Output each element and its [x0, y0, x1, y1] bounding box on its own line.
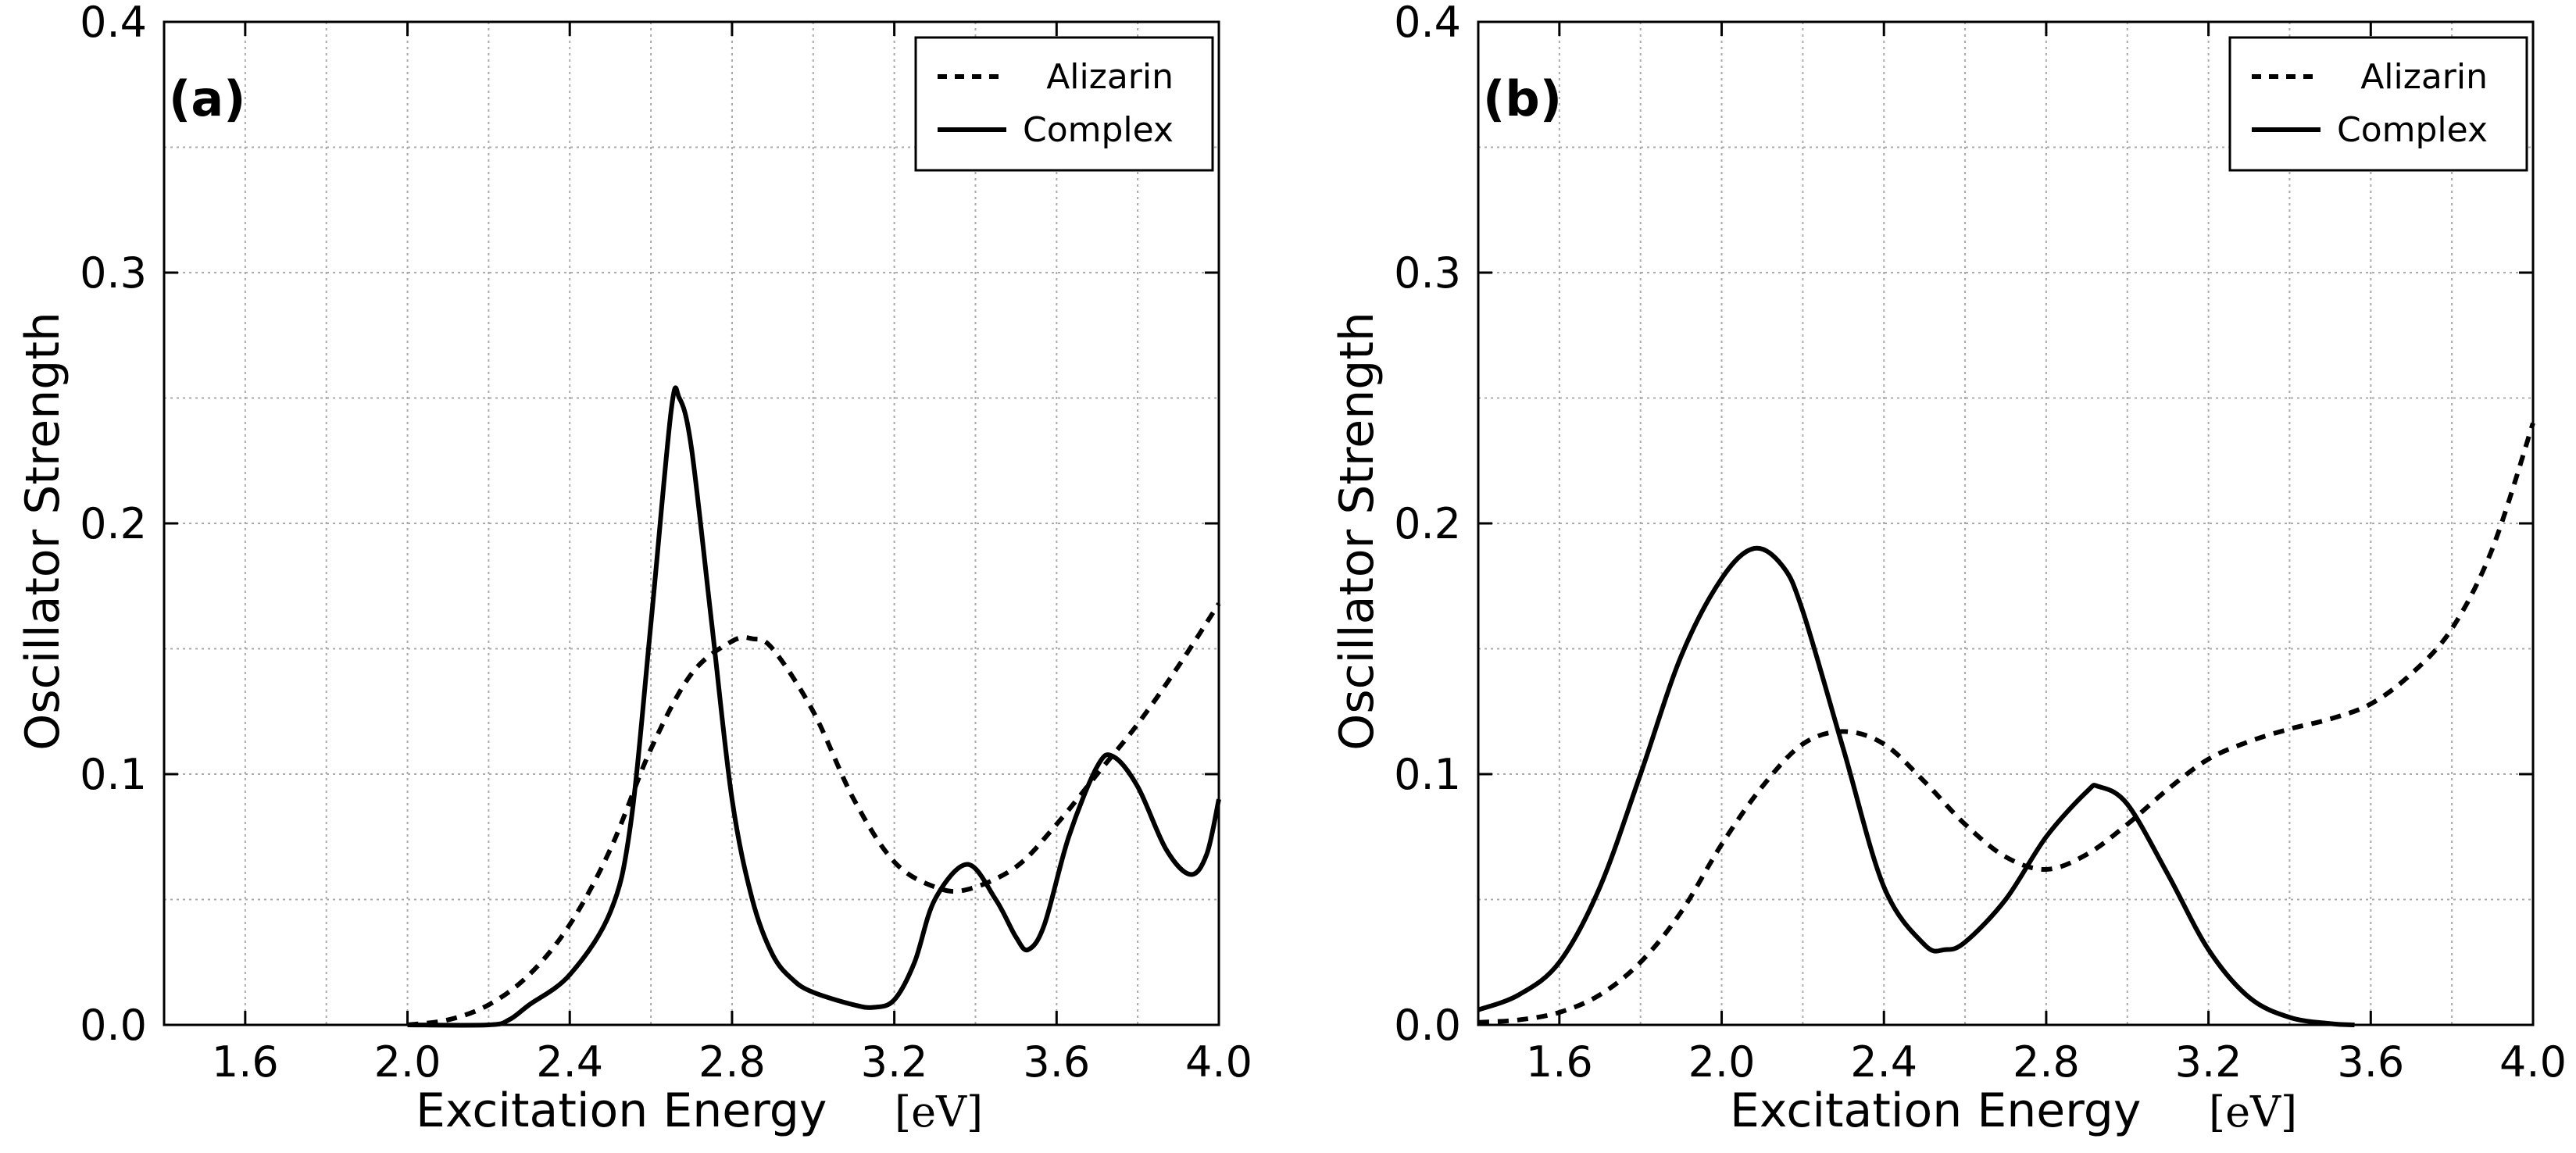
y-tick-label: 0.4 [1394, 0, 1461, 47]
series-group [407, 385, 1221, 1028]
x-axis-label: Excitation Energy [1730, 1083, 2141, 1138]
series-line-complex [407, 385, 1221, 1028]
legend-label-alizarin: Alizarin [2360, 57, 2488, 97]
x-tick-label: 2.0 [1688, 1037, 1756, 1087]
y-tick-label: 0.2 [1394, 499, 1461, 548]
series-line-alizarin [1477, 422, 2535, 1025]
x-tick-label: 3.6 [2337, 1037, 2404, 1087]
x-tick-label: 1.6 [1526, 1037, 1593, 1087]
legend-box [914, 36, 1214, 172]
y-tick-label: 0.4 [80, 0, 147, 47]
y-tick-label: 0.0 [80, 1001, 147, 1050]
x-tick-label: 2.4 [1850, 1037, 1917, 1087]
x-tick-label: 2.0 [374, 1037, 441, 1087]
y-tick-label: 0.3 [80, 248, 147, 298]
panel-label: (b) [1483, 70, 1562, 127]
x-tick-label: 2.8 [2013, 1037, 2080, 1087]
x-tick-label: 3.6 [1023, 1037, 1090, 1087]
y-tick-label: 0.1 [80, 750, 147, 799]
x-tick-label: 4.0 [2499, 1037, 2567, 1087]
grid-lines [164, 22, 1219, 1025]
legend: Alizarin Complex [2228, 36, 2528, 172]
x-axis-unit: [eV] [2209, 1087, 2297, 1137]
y-tick-label: 0.2 [80, 499, 147, 548]
x-tick-label: 4.0 [1185, 1037, 1252, 1087]
legend: Alizarin Complex [914, 36, 1214, 172]
series-line-complex [1477, 545, 2355, 1027]
legend-label-complex: Complex [1023, 110, 1174, 150]
x-tick-label: 2.4 [536, 1037, 603, 1087]
chart-panel-a: 1.6 2.0 2.4 2.8 3.2 3.6 4.0 0.0 0.1 0.2 0.3 0.4 (a)… [16, 0, 1252, 1138]
grid-lines [1478, 22, 2533, 1025]
y-tick-label: 0.1 [1394, 750, 1461, 799]
x-tick-label: 2.8 [698, 1037, 766, 1087]
y-tick-label: 0.3 [1394, 248, 1461, 298]
series-group [1477, 422, 2535, 1027]
x-tick-label: 1.6 [212, 1037, 279, 1087]
legend-label-alizarin: Alizarin [1046, 57, 1174, 97]
y-axis-label: Oscillator Strength [16, 312, 70, 751]
x-axis-label: Excitation Energy [416, 1083, 827, 1138]
legend-label-complex: Complex [2337, 110, 2488, 150]
ticks: 1.6 2.0 2.4 2.8 3.2 3.6 4.0 0.0 0.1 0.2 0.3 0.4 [1394, 0, 2567, 1087]
x-tick-label: 3.2 [861, 1037, 928, 1087]
y-axis-label: Oscillator Strength [1330, 312, 1384, 751]
chart-panel-b: 1.6 2.0 2.4 2.8 3.2 3.6 4.0 0.0 0.1 0.2 0.3 0.4 (b)… [1330, 0, 2567, 1138]
y-tick-label: 0.0 [1394, 1001, 1461, 1050]
ticks: 1.6 2.0 2.4 2.8 3.2 3.6 4.0 0.0 0.1 0.2 0.3 0.4 [80, 0, 1252, 1087]
legend-box [2228, 36, 2528, 172]
x-axis-unit: [eV] [895, 1087, 983, 1137]
x-tick-label: 3.2 [2175, 1037, 2242, 1087]
panel-label: (a) [169, 70, 246, 127]
